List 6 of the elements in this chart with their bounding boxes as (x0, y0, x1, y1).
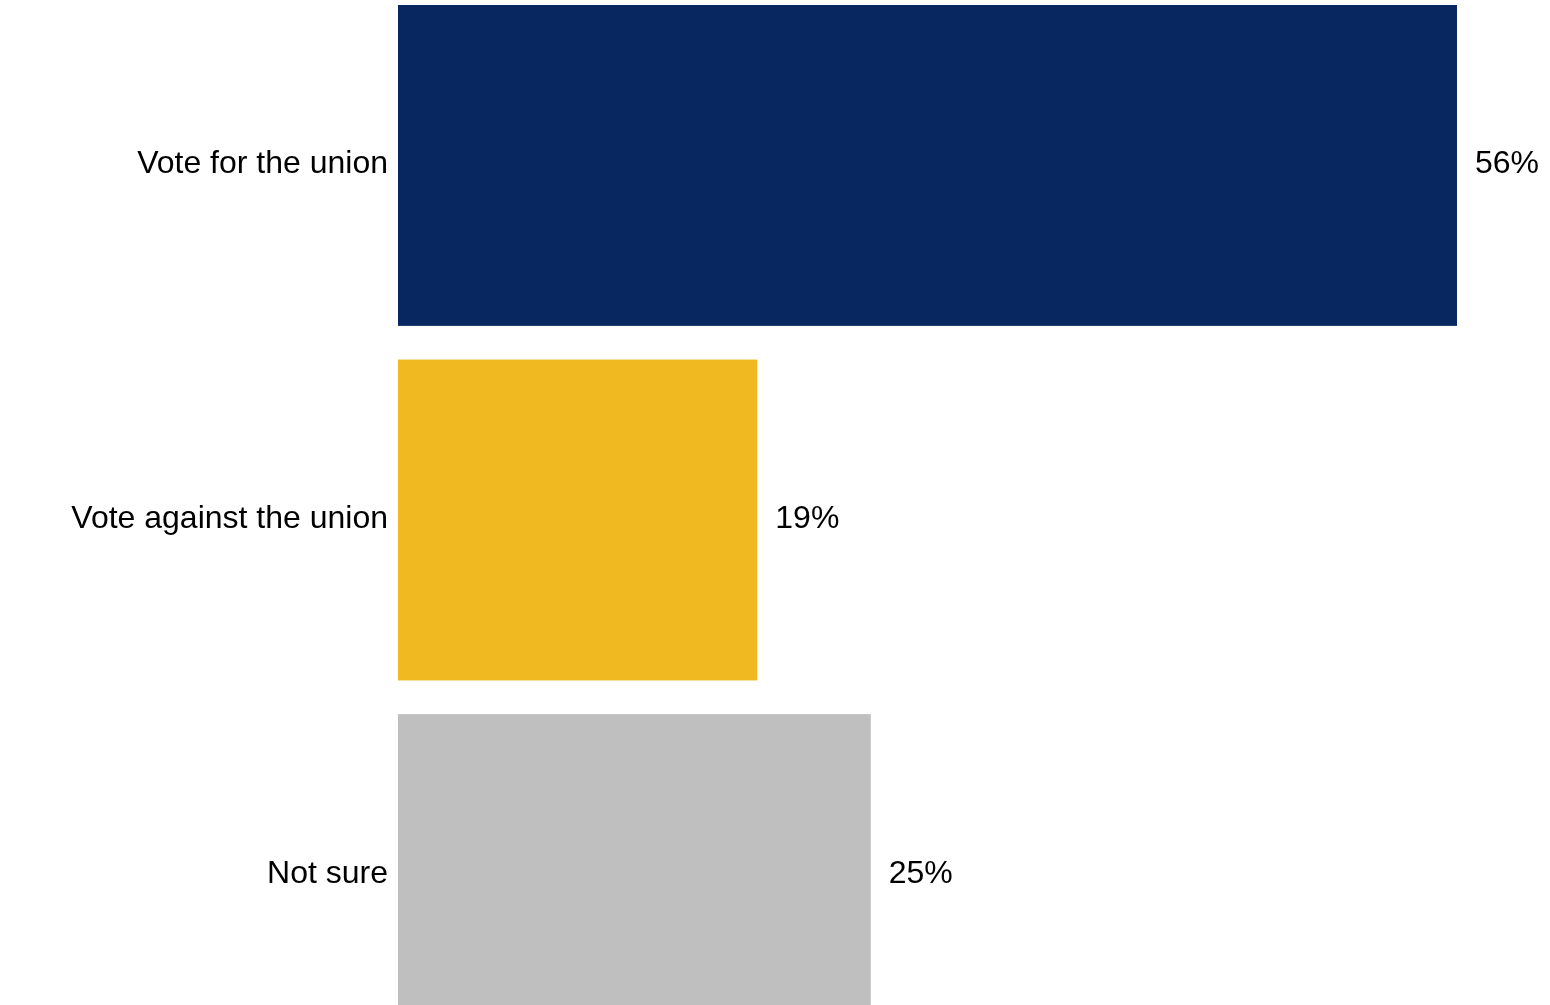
y-tick-label: Vote against the union (71, 499, 388, 536)
data-label: 19% (775, 499, 840, 536)
data-label: 25% (888, 853, 953, 890)
data-label: 56% (1475, 144, 1540, 181)
y-tick-label: Vote for the union (137, 144, 388, 181)
y-tick-label: Not sure (267, 853, 388, 890)
